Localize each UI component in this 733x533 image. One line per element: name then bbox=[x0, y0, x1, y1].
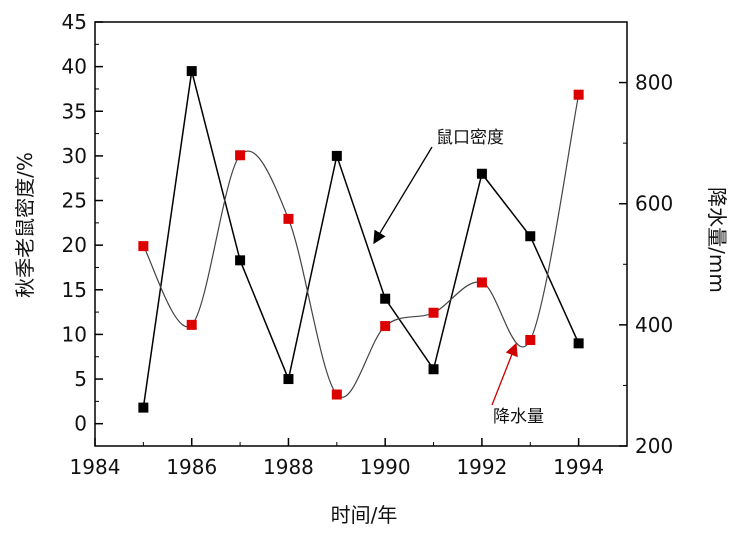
series-0-point bbox=[235, 255, 246, 266]
series-0-point bbox=[525, 231, 536, 242]
plot-frame bbox=[94, 21, 628, 447]
right-tick-label: 600 bbox=[635, 192, 673, 216]
series-1-point bbox=[331, 389, 342, 400]
annotation-density-label: 鼠口密度 bbox=[436, 128, 504, 148]
annotation-precipitation-label: 降水量 bbox=[493, 407, 544, 427]
series-0-point bbox=[428, 364, 439, 375]
series-0-point bbox=[380, 293, 391, 304]
bottom-tick-label: 1986 bbox=[166, 455, 217, 479]
left-tick-label: 0 bbox=[74, 412, 87, 436]
series-0-point bbox=[186, 66, 197, 77]
bottom-tick-label: 1984 bbox=[70, 455, 121, 479]
series-1-point bbox=[186, 319, 197, 330]
left-tick-label: 25 bbox=[62, 189, 87, 213]
series-0-point bbox=[573, 338, 584, 349]
series-1-point bbox=[476, 277, 487, 288]
series-1-point bbox=[525, 335, 536, 345]
left-tick-label: 15 bbox=[62, 278, 87, 302]
series-1-point bbox=[138, 241, 149, 252]
bottom-axis-ticks: 1984 1986 1988 1990 1992 1994 bbox=[70, 438, 604, 479]
series-line-1 bbox=[142, 94, 580, 398]
right-tick-label: 800 bbox=[635, 71, 673, 95]
left-axis-title: 秋季老鼠密度/% bbox=[13, 152, 37, 298]
left-axis-ticks: 0 5 10 15 20 25 30 35 40 45 bbox=[62, 10, 103, 447]
series-1-point bbox=[380, 321, 391, 332]
series-0-point bbox=[283, 374, 294, 385]
left-tick-label: 30 bbox=[62, 144, 87, 168]
series-1-point bbox=[573, 89, 584, 100]
series-lines bbox=[142, 70, 580, 408]
annotation-density-arrow bbox=[373, 146, 433, 245]
bottom-tick-label: 1990 bbox=[360, 455, 411, 479]
right-tick-label: 400 bbox=[635, 313, 673, 337]
left-tick-label: 20 bbox=[62, 233, 87, 257]
right-tick-label: 200 bbox=[635, 434, 673, 458]
x-axis-title: 时间/年 bbox=[331, 503, 398, 527]
series-0-point bbox=[476, 168, 487, 179]
left-tick-label: 40 bbox=[62, 55, 87, 79]
series-line-0 bbox=[142, 70, 580, 408]
left-tick-label: 5 bbox=[74, 367, 87, 391]
series-0-point bbox=[331, 150, 342, 161]
series-1-point bbox=[428, 307, 439, 318]
series-1-point bbox=[235, 150, 246, 161]
right-axis-title: 降水量/mm bbox=[705, 187, 729, 293]
left-tick-label: 10 bbox=[62, 322, 87, 346]
left-tick-label: 45 bbox=[62, 10, 87, 34]
series-0-point bbox=[138, 402, 149, 413]
annotation-precipitation-arrow bbox=[491, 342, 518, 406]
bottom-tick-label: 1992 bbox=[456, 455, 507, 479]
left-tick-label: 35 bbox=[62, 99, 87, 123]
series-1-point bbox=[283, 213, 294, 224]
right-axis-ticks: 200 400 600 800 bbox=[619, 21, 673, 458]
bottom-tick-label: 1994 bbox=[553, 455, 604, 479]
series-markers bbox=[138, 66, 584, 413]
bottom-tick-label: 1988 bbox=[263, 455, 314, 479]
